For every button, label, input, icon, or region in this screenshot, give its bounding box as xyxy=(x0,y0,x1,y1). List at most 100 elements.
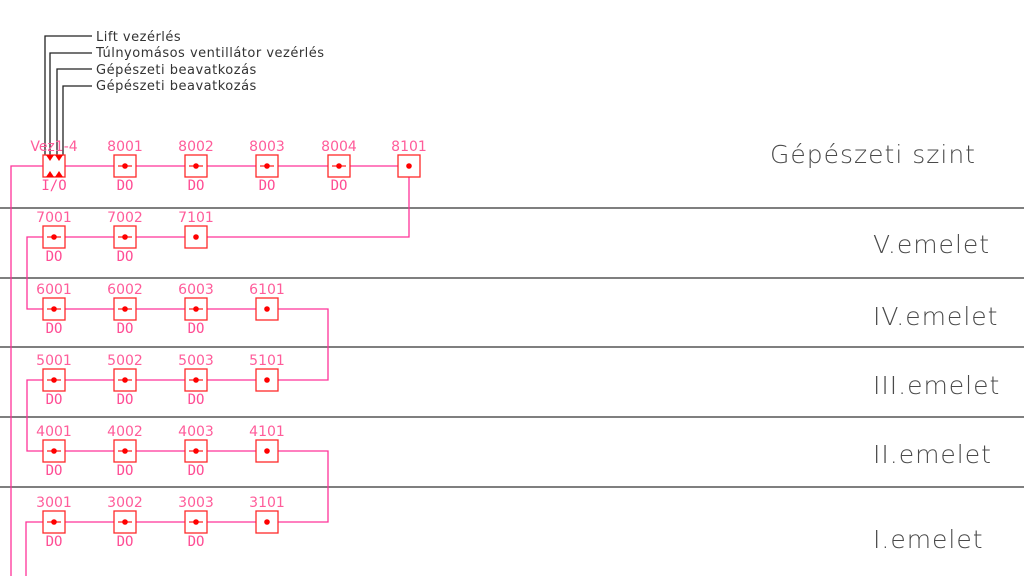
device-label: 5003 xyxy=(178,353,214,369)
device-4001[interactable]: 4001 DO xyxy=(36,424,72,479)
device-4003[interactable]: 4003 DO xyxy=(178,424,214,479)
device-dot-icon xyxy=(122,306,128,312)
device-label: 4001 xyxy=(36,424,72,440)
device-label: 3003 xyxy=(178,495,214,511)
device-type: DO xyxy=(188,321,205,337)
device-7001[interactable]: 7001 DO xyxy=(36,210,72,265)
device-label: 3001 xyxy=(36,495,72,511)
device-type: DO xyxy=(331,178,348,194)
device-3101[interactable]: 3101 xyxy=(249,495,285,534)
device-8003[interactable]: 8003 DO xyxy=(249,139,285,194)
floor-label: V.emelet xyxy=(873,230,990,259)
device-type: DO xyxy=(188,534,205,550)
floor-label: Gépészeti szint xyxy=(770,140,976,169)
device-dot-icon xyxy=(264,163,270,169)
legend: Lift vezérlés Túlnyomásos ventillátor ve… xyxy=(44,30,325,158)
device-dot-icon xyxy=(193,377,199,383)
legend-leader-line xyxy=(62,85,92,158)
device-type: DO xyxy=(46,463,63,479)
device-type: DO xyxy=(46,321,63,337)
device-7101[interactable]: 7101 xyxy=(178,210,214,249)
input-triangle-icon xyxy=(55,171,63,177)
device-label: 6001 xyxy=(36,282,72,298)
device-dot-icon xyxy=(122,519,128,525)
bus-wire-main xyxy=(10,165,54,576)
device-3002[interactable]: 3002 DO xyxy=(107,495,143,550)
device-dot-icon xyxy=(193,448,199,454)
device-4101[interactable]: 4101 xyxy=(249,424,285,463)
device-3001[interactable]: 3001 DO xyxy=(36,495,72,550)
device-label: 3002 xyxy=(107,495,143,511)
device-dot-icon xyxy=(122,234,128,240)
device-8004[interactable]: 8004 DO xyxy=(321,139,357,194)
device-label: 6003 xyxy=(178,282,214,298)
device-8002[interactable]: 8002 DO xyxy=(178,139,214,194)
device-type: DO xyxy=(188,463,205,479)
device-8001[interactable]: 8001 DO xyxy=(107,139,143,194)
device-8101[interactable]: 8101 xyxy=(391,139,427,178)
floor-label: I.emelet xyxy=(873,525,984,554)
device-6002[interactable]: 6002 DO xyxy=(107,282,143,337)
legend-label-lift: Lift vezérlés xyxy=(96,30,181,45)
device-type: DO xyxy=(188,178,205,194)
controller-type: I/O xyxy=(41,178,66,194)
device-5003[interactable]: 5003 DO xyxy=(178,353,214,408)
legend-label-mech-1: Gépészeti beavatkozás xyxy=(96,63,257,78)
device-type: DO xyxy=(117,178,134,194)
device-6101[interactable]: 6101 xyxy=(249,282,285,321)
device-5001[interactable]: 5001 DO xyxy=(36,353,72,408)
controller-box[interactable] xyxy=(42,154,66,178)
floor-label: IV.emelet xyxy=(873,302,998,331)
device-label: 7002 xyxy=(107,210,143,226)
device-type: DO xyxy=(117,249,134,265)
device-type: DO xyxy=(117,534,134,550)
device-6003[interactable]: 6003 DO xyxy=(178,282,214,337)
floor-label: II.emelet xyxy=(873,440,992,469)
input-triangle-icon xyxy=(46,171,54,177)
legend-label-mech-2: Gépészeti beavatkozás xyxy=(96,79,257,94)
device-4002[interactable]: 4002 DO xyxy=(107,424,143,479)
bus-wire-chain xyxy=(25,165,410,576)
device-7002[interactable]: 7002 DO xyxy=(107,210,143,265)
device-dot-icon xyxy=(264,377,270,383)
legend-leader-line xyxy=(49,52,92,158)
device-dot-icon xyxy=(336,163,342,169)
device-label: 7001 xyxy=(36,210,72,226)
device-3003[interactable]: 3003 DO xyxy=(178,495,214,550)
device-type: DO xyxy=(117,463,134,479)
device-dot-icon xyxy=(193,306,199,312)
device-dot-icon xyxy=(51,448,57,454)
device-dot-icon xyxy=(51,519,57,525)
device-label: 8004 xyxy=(321,139,357,155)
device-type: DO xyxy=(259,178,276,194)
device-label: 5101 xyxy=(249,353,285,369)
device-label: 4101 xyxy=(249,424,285,440)
device-dot-icon xyxy=(51,306,57,312)
device-type: DO xyxy=(46,249,63,265)
device-dot-icon xyxy=(122,377,128,383)
device-label: 8001 xyxy=(107,139,143,155)
device-label: 4003 xyxy=(178,424,214,440)
controller[interactable]: Vez1-4 I/O xyxy=(30,139,77,194)
device-dot-icon xyxy=(51,234,57,240)
device-label: 4002 xyxy=(107,424,143,440)
device-label: 6101 xyxy=(249,282,285,298)
device-label: 3101 xyxy=(249,495,285,511)
device-dot-icon xyxy=(193,234,199,240)
device-type: DO xyxy=(46,534,63,550)
legend-label-fan: Túlnyomásos ventillátor vezérlés xyxy=(95,46,325,61)
output-triangle-icon xyxy=(46,155,54,161)
device-5002[interactable]: 5002 DO xyxy=(107,353,143,408)
device-dot-icon xyxy=(264,306,270,312)
device-label: 7101 xyxy=(178,210,214,226)
device-dot-icon xyxy=(406,163,412,169)
device-dot-icon xyxy=(51,377,57,383)
device-label: 8002 xyxy=(178,139,214,155)
device-6001[interactable]: 6001 DO xyxy=(36,282,72,337)
device-5101[interactable]: 5101 xyxy=(249,353,285,392)
output-triangle-icon xyxy=(55,155,63,161)
device-label: 8101 xyxy=(391,139,427,155)
device-type: DO xyxy=(188,392,205,408)
device-type: DO xyxy=(117,321,134,337)
